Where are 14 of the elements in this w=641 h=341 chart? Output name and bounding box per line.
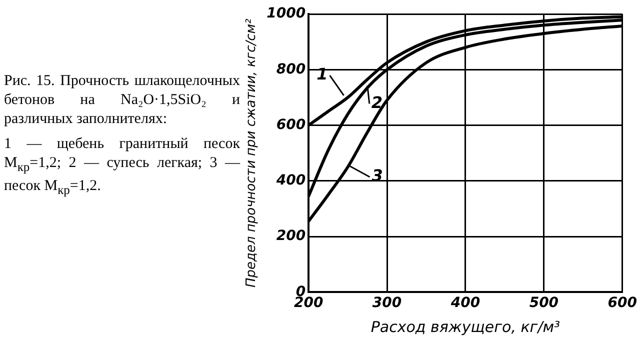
x-tick-label: 600 xyxy=(608,295,638,312)
y-axis-title: Предел прочности при сжатии, кгс/см² xyxy=(244,18,260,288)
y-tick-label: 600 xyxy=(276,116,306,133)
text: 1 — щебень гранитный песок М$_{кр}$=1,2; 2 — супесь легкая; 3 — песок М$_{кр}$=1,2. xyxy=(4,135,240,199)
x-axis-title: Расход вяжущего, кг/м³ xyxy=(370,318,560,336)
y-tick-label: 1000 xyxy=(266,6,306,22)
y-tick-label: 200 xyxy=(276,228,306,244)
legend-label: 2 xyxy=(371,92,383,112)
x-tick-label: 300 xyxy=(372,295,402,312)
y-tick-label: 800 xyxy=(276,61,306,78)
y-tick-label: 400 xyxy=(275,172,306,189)
text: Рис. 15. Прочность шлакощелочных бетонов на Na₂O·1,5SiO₂ и различных заполнителях: xyxy=(4,72,240,129)
x-tick-label: 500 xyxy=(529,295,559,312)
x-tick-label: 400 xyxy=(450,295,480,312)
